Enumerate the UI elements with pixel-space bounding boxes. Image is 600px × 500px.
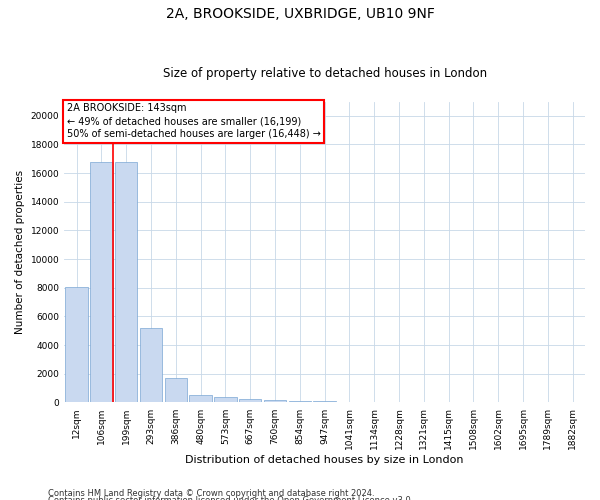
Text: 2A BROOKSIDE: 143sqm
← 49% of detached houses are smaller (16,199)
50% of semi-d: 2A BROOKSIDE: 143sqm ← 49% of detached h… xyxy=(67,103,320,140)
Bar xyxy=(90,162,113,402)
Title: Size of property relative to detached houses in London: Size of property relative to detached ho… xyxy=(163,66,487,80)
Bar xyxy=(140,328,162,402)
Bar xyxy=(164,378,187,402)
Bar xyxy=(289,400,311,402)
Bar xyxy=(65,287,88,403)
Bar xyxy=(190,395,212,402)
Text: 2A, BROOKSIDE, UXBRIDGE, UB10 9NF: 2A, BROOKSIDE, UXBRIDGE, UB10 9NF xyxy=(166,8,434,22)
Bar xyxy=(214,398,236,402)
Bar xyxy=(264,400,286,402)
Bar xyxy=(313,401,336,402)
Text: Contains public sector information licensed under the Open Government Licence v3: Contains public sector information licen… xyxy=(48,496,413,500)
Y-axis label: Number of detached properties: Number of detached properties xyxy=(15,170,25,334)
X-axis label: Distribution of detached houses by size in London: Distribution of detached houses by size … xyxy=(185,455,464,465)
Bar xyxy=(115,162,137,402)
Text: Contains HM Land Registry data © Crown copyright and database right 2024.: Contains HM Land Registry data © Crown c… xyxy=(48,488,374,498)
Bar xyxy=(239,400,262,402)
